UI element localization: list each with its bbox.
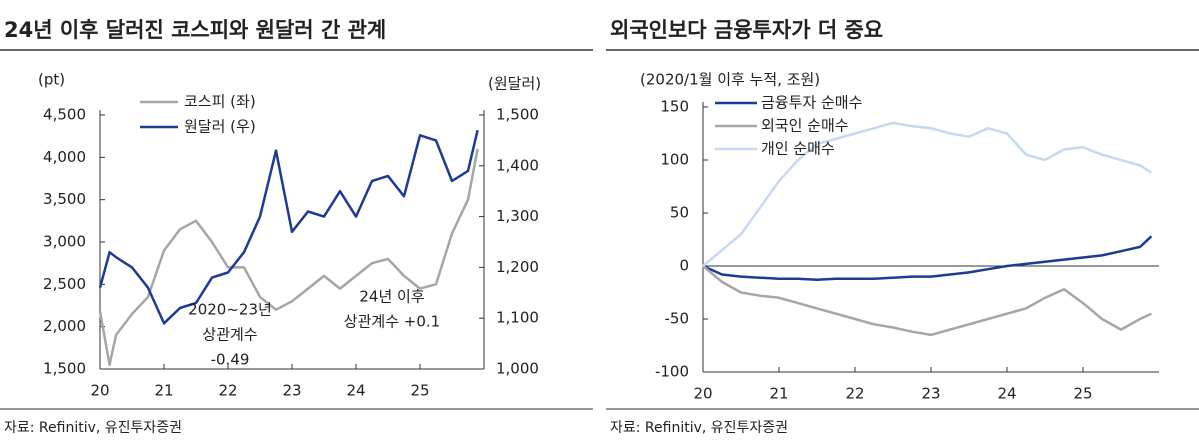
series-line (98, 148, 479, 367)
x-tick-label: 22 (218, 382, 237, 400)
y-tick-label: -50 (665, 310, 690, 328)
legend-label: 금융투자 순매수 (761, 94, 862, 112)
y-tick-label: 3,000 (43, 233, 86, 251)
y2-tick-label: 1,000 (496, 360, 539, 378)
series-line (702, 121, 1153, 267)
y2-tick-label: 1,400 (496, 156, 539, 174)
annotation: 24년 이후 (359, 288, 424, 306)
y-tick-label: 100 (660, 151, 689, 169)
annotation: -0.49 (211, 351, 250, 369)
series-line (702, 265, 1152, 337)
legend-label: 외국인 순매수 (761, 117, 849, 135)
y-tick-label: 1,500 (43, 360, 86, 378)
series-line (702, 235, 1153, 282)
source: 자료: Refinitiv, 유진투자증권 (610, 420, 788, 436)
y-tick-label: 4,000 (43, 148, 86, 166)
x-tick-label: 20 (90, 382, 109, 400)
series-line (98, 129, 479, 325)
x-tick-label: 23 (282, 382, 301, 400)
x-tick-label: 21 (154, 382, 173, 400)
x-tick-label: 23 (921, 385, 940, 403)
x-tick-label: 25 (1073, 385, 1092, 403)
y-tick-label: 3,500 (43, 190, 86, 208)
y2-tick-label: 1,300 (496, 207, 539, 225)
chart-title: 24년 이후 달러진 코스피와 원달러 간 관계 (4, 18, 386, 42)
annotation: 2020~23년 (188, 301, 272, 319)
y-tick-label: 0 (679, 257, 689, 275)
x-tick-label: 24 (997, 385, 1016, 403)
annotation: 상관계수 (202, 326, 257, 344)
legend-label: 코스피 (좌) (184, 93, 256, 111)
y2-tick-label: 1,100 (496, 309, 539, 327)
legend-label: 개인 순매수 (761, 140, 835, 158)
source: 자료: Refinitiv, 유진투자증권 (4, 420, 182, 436)
y-axis-label: (pt) (38, 71, 65, 89)
y2-tick-label: 1,500 (496, 106, 539, 124)
y-tick-label: 150 (660, 98, 689, 116)
y-tick-label: 2,500 (43, 275, 86, 293)
y-axis-label: (2020/1월 이후 누적, 조원) (640, 71, 820, 89)
x-tick-label: 22 (845, 385, 864, 403)
annotation: 상관계수 +0.1 (344, 313, 440, 331)
x-tick-label: 20 (693, 385, 712, 403)
x-tick-label: 25 (410, 382, 429, 400)
y-tick-label: 4,500 (43, 106, 86, 124)
x-tick-label: 21 (769, 385, 788, 403)
y2-axis-label: (원달러) (488, 75, 541, 93)
y-tick-label: 2,000 (43, 317, 86, 335)
y-tick-label: 50 (670, 204, 689, 222)
y-tick-label: -100 (655, 363, 689, 381)
x-tick-label: 24 (346, 382, 365, 400)
y2-tick-label: 1,200 (496, 258, 539, 276)
chart-title: 외국인보다 금융투자가 더 중요 (610, 18, 883, 42)
legend-label: 원달러 (우) (184, 118, 256, 136)
